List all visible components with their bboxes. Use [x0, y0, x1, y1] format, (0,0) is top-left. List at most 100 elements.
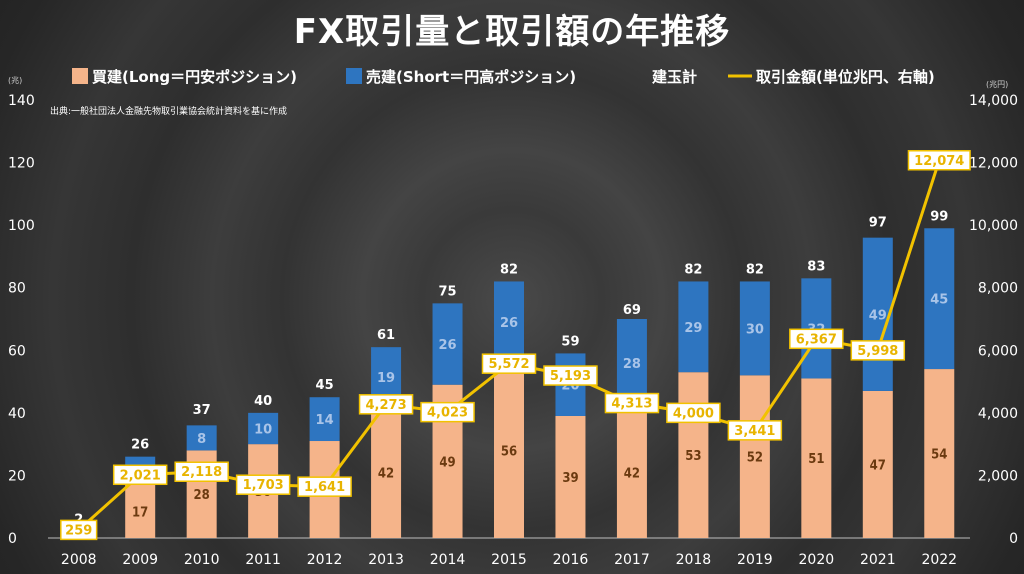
- left-tick-label: 120: [8, 156, 35, 172]
- amount-label-box: [60, 519, 98, 541]
- bar-buy-label: 39: [562, 471, 578, 486]
- left-axis-unit: (兆): [8, 75, 22, 85]
- right-tick-label: 8,000: [978, 281, 1018, 297]
- bar-buy-label: 49: [439, 455, 455, 470]
- left-tick-label: 0: [8, 531, 17, 547]
- legend-label-total: 建玉計: [652, 68, 697, 86]
- bar-buy-label: 17: [132, 505, 148, 520]
- bar-buy-label: 47: [870, 458, 886, 473]
- left-tick-label: 140: [8, 93, 35, 109]
- total-label: 82: [746, 262, 764, 277]
- amount-label: 2,021: [120, 468, 161, 483]
- bar-buy: [555, 415, 586, 538]
- amount-label: 1,703: [243, 478, 284, 493]
- bar-sell-label: 29: [684, 321, 702, 336]
- bar-sell-label: 8: [197, 432, 206, 447]
- left-tick-label: 80: [8, 281, 26, 297]
- amount-label: 12,074: [914, 154, 964, 169]
- x-tick-label: 2015: [491, 552, 527, 568]
- x-tick-label: 2020: [799, 552, 835, 568]
- right-tick-label: 10,000: [969, 218, 1018, 234]
- right-tick-label: 6,000: [978, 343, 1018, 359]
- bar-sell: [678, 281, 709, 373]
- amount-label: 3,441: [734, 424, 775, 439]
- bar-sell-label: 14: [316, 413, 334, 428]
- amount-label-box: [297, 476, 352, 497]
- bar-buy: [862, 390, 893, 538]
- amount-label: 4,023: [427, 406, 468, 421]
- left-tick-label: 100: [8, 218, 35, 234]
- total-label: 83: [807, 259, 825, 274]
- bars: [63, 228, 955, 538]
- amount-label: 5,193: [550, 369, 591, 384]
- total-label: 75: [438, 284, 456, 299]
- x-tick-label: 2019: [737, 552, 773, 568]
- amount-label: 259: [65, 523, 92, 538]
- amount-label: 4,000: [673, 406, 714, 421]
- bar-sell: [432, 303, 463, 385]
- bar-sell: [924, 228, 955, 370]
- bar-sell-label: 49: [869, 308, 887, 323]
- amount-label: 4,313: [611, 397, 652, 412]
- bar-buy: [616, 406, 647, 538]
- x-tick-label: 2011: [245, 552, 281, 568]
- amount-label-box: [358, 394, 414, 415]
- total-label: 37: [193, 403, 211, 418]
- x-tick-label: 2017: [614, 552, 650, 568]
- bar-sell-label: 19: [377, 371, 395, 386]
- amount-label-box: [789, 328, 844, 350]
- amount-label-box: [727, 420, 783, 441]
- x-tick-label: 2014: [430, 552, 466, 568]
- bar-sell-label: 28: [623, 357, 641, 372]
- bar-buy: [739, 375, 770, 538]
- data-labels: 2179262883730104031144542196149267556268…: [60, 150, 971, 541]
- bar-buy: [125, 484, 156, 538]
- right-tick-label: 12,000: [969, 156, 1018, 172]
- total-label: 40: [254, 394, 272, 409]
- right-tick-label: 0: [1009, 531, 1018, 547]
- total-label: 97: [869, 216, 887, 231]
- legend-label-sell: 売建(Short＝円高ポジション): [366, 68, 576, 86]
- source-note: 出典:一般社団法人金融先物取引業協会統計資料を基に作成: [50, 105, 287, 117]
- amount-label-box: [420, 401, 475, 423]
- x-tick-label: 2009: [122, 552, 158, 568]
- amount-label-box: [666, 402, 721, 424]
- left-tick-label: 20: [8, 468, 26, 484]
- bar-sell: [186, 425, 217, 451]
- x-tick-label: 2012: [307, 552, 343, 568]
- x-tick-label: 2018: [676, 552, 712, 568]
- bar-sell: [309, 397, 340, 442]
- legend-swatch-sell: [346, 68, 362, 84]
- right-tick-label: 14,000: [969, 93, 1018, 109]
- bar-sell: [862, 237, 893, 391]
- x-tick-label: 2022: [921, 552, 957, 568]
- bar-buy: [678, 372, 709, 538]
- bar-sell: [494, 281, 524, 363]
- bar-sell: [616, 319, 647, 407]
- total-label: 45: [316, 378, 334, 393]
- bar-sell-label: 26: [500, 316, 518, 331]
- amount-label: 6,367: [796, 332, 837, 347]
- total-label: 82: [500, 262, 518, 277]
- amount-label-box: [112, 464, 168, 486]
- right-tick-label: 4,000: [978, 406, 1018, 422]
- bar-buy-label: 56: [501, 444, 517, 459]
- bar-sell: [801, 278, 832, 379]
- bar-sell-label: 26: [438, 338, 456, 353]
- amount-label: 2,118: [181, 465, 222, 480]
- bar-buy: [494, 362, 524, 538]
- amount-label: 5,572: [488, 357, 529, 372]
- amount-label: 4,273: [366, 398, 407, 413]
- bar-sell-label: 45: [930, 293, 948, 308]
- amount-label-box: [235, 474, 291, 495]
- total-label: 61: [377, 328, 395, 343]
- legend: 買建(Long＝円安ポジション) 売建(Short＝円高ポジション) 建玉計 取…: [72, 68, 935, 86]
- bar-buy-label: 51: [808, 452, 824, 467]
- bar-buy: [924, 369, 955, 538]
- legend-label-amount: 取引金額(単位兆円、右軸): [756, 68, 935, 86]
- bar-buy-label: 42: [624, 466, 640, 481]
- amount-label-box: [604, 392, 660, 414]
- total-label: 69: [623, 303, 641, 318]
- bar-sell: [739, 281, 770, 376]
